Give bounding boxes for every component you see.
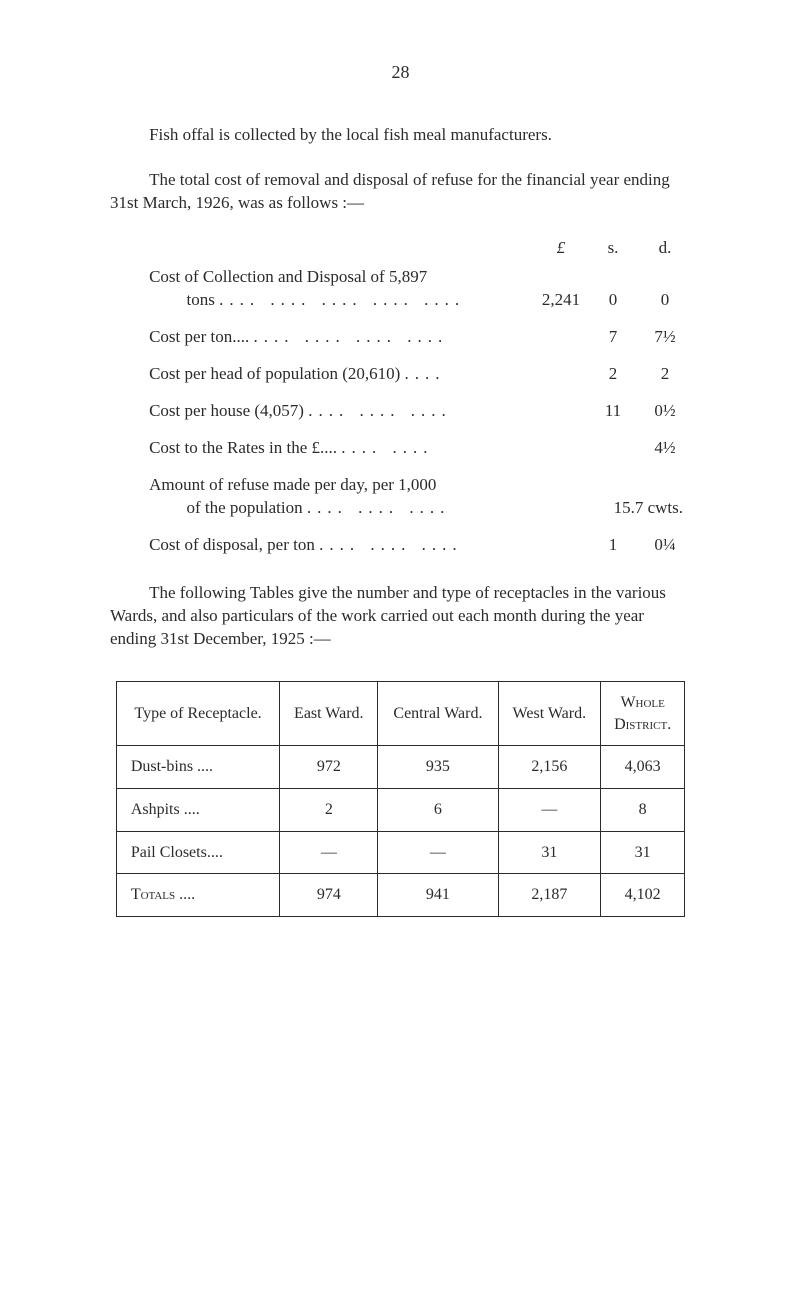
cell: 2,187 <box>498 874 601 917</box>
page: 28 Fish offal is collected by the local … <box>0 0 801 1306</box>
cost-row-per-house: Cost per house (4,057) .... .... .... 11… <box>149 400 691 423</box>
amount-cwts: 15.7 cwts. <box>527 497 691 520</box>
col-east: East Ward. <box>280 682 378 746</box>
dots: .... .... .... .... <box>253 327 448 346</box>
cell: 4,063 <box>601 746 685 789</box>
header-pence: d. <box>639 237 691 260</box>
cell: — <box>280 831 378 874</box>
col-west: West Ward. <box>498 682 601 746</box>
cost-list: £ s. d. Cost of Collection and Disposal … <box>149 237 691 556</box>
cell: 31 <box>498 831 601 874</box>
cost-label-line1: Amount of refuse made per day, per 1,000 <box>149 475 436 494</box>
amount-pence: 0¼ <box>639 534 691 557</box>
district-label: District. <box>614 716 671 733</box>
cost-label: Cost per ton.... <box>149 327 249 346</box>
dots: .... <box>405 364 446 383</box>
cost-row-rates: Cost to the Rates in the £.... .... ....… <box>149 437 691 460</box>
row-label: Pail Closets.... <box>116 831 279 874</box>
amount-pence: 7½ <box>639 326 691 349</box>
cell: 8 <box>601 789 685 832</box>
row-label: Dust-bins .... <box>116 746 279 789</box>
cost-row-disposal: Cost of disposal, per ton .... .... ....… <box>149 534 691 557</box>
receptacles-table: Type of Receptacle. East Ward. Central W… <box>116 681 685 917</box>
cell: — <box>498 789 601 832</box>
amount-pounds: 2,241 <box>535 289 587 312</box>
cell: — <box>378 831 498 874</box>
amount-shillings: 2 <box>587 363 639 386</box>
totals-label: Totals .... <box>116 874 279 917</box>
table-totals-row: Totals .... 974 941 2,187 4,102 <box>116 874 684 917</box>
table-row: Dust-bins .... 972 935 2,156 4,063 <box>116 746 684 789</box>
header-pounds: £ <box>535 237 587 260</box>
table-row: Ashpits .... 2 6 — 8 <box>116 789 684 832</box>
dots: .... .... .... <box>319 535 463 554</box>
cost-label: Cost per head of population (20,610) <box>149 364 400 383</box>
cost-label: Cost of disposal, per ton <box>149 535 315 554</box>
cell: 941 <box>378 874 498 917</box>
cost-label-line2: of the population <box>186 498 302 517</box>
table-row: Pail Closets.... — — 31 31 <box>116 831 684 874</box>
totals-text: Totals <box>131 886 175 903</box>
amount-shillings: 1 <box>587 534 639 557</box>
paragraph-fish-offal: Fish offal is collected by the local fis… <box>110 124 691 147</box>
cost-row-collection: Cost of Collection and Disposal of 5,897… <box>149 266 691 312</box>
cost-label-line1: Cost of Collection and Disposal of 5,897 <box>149 267 427 286</box>
cell: 31 <box>601 831 685 874</box>
cell: 2,156 <box>498 746 601 789</box>
cost-label: Cost to the Rates in the £.... <box>149 438 337 457</box>
col-whole-district: Whole District. <box>601 682 685 746</box>
amount-shillings: 0 <box>587 289 639 312</box>
cost-label: Cost per house (4,057) <box>149 401 304 420</box>
cell: 974 <box>280 874 378 917</box>
cell: 972 <box>280 746 378 789</box>
amount-shillings: 11 <box>587 400 639 423</box>
cell: 935 <box>378 746 498 789</box>
dots: .... .... .... <box>307 498 451 517</box>
header-shillings: s. <box>587 237 639 260</box>
cell: 2 <box>280 789 378 832</box>
col-central: Central Ward. <box>378 682 498 746</box>
amount-shillings: 7 <box>587 326 639 349</box>
cost-row-per-day: Amount of refuse made per day, per 1,000… <box>149 474 691 520</box>
dots: .... .... .... .... .... <box>219 290 465 309</box>
amount-pence: 0½ <box>639 400 691 423</box>
row-label: Ashpits .... <box>116 789 279 832</box>
whole-label: Whole <box>620 694 664 711</box>
amount-pence: 4½ <box>639 437 691 460</box>
cost-label-line2: tons <box>186 290 214 309</box>
paragraph-total-cost: The total cost of removal and disposal o… <box>110 169 691 215</box>
lsd-header: £ s. d. <box>149 237 691 260</box>
amount-pence: 0 <box>639 289 691 312</box>
cell: 4,102 <box>601 874 685 917</box>
amount-pence: 2 <box>639 363 691 386</box>
table-header-row: Type of Receptacle. East Ward. Central W… <box>116 682 684 746</box>
cost-row-per-head: Cost per head of population (20,610) ...… <box>149 363 691 386</box>
paragraph-tables-intro: The following Tables give the number and… <box>110 582 691 651</box>
dots: .... .... <box>341 438 433 457</box>
col-type: Type of Receptacle. <box>116 682 279 746</box>
page-number: 28 <box>110 60 691 84</box>
dots: .... <box>179 886 195 903</box>
cell: 6 <box>378 789 498 832</box>
cost-row-per-ton: Cost per ton.... .... .... .... .... 7 7… <box>149 326 691 349</box>
dots: .... .... .... <box>308 401 452 420</box>
